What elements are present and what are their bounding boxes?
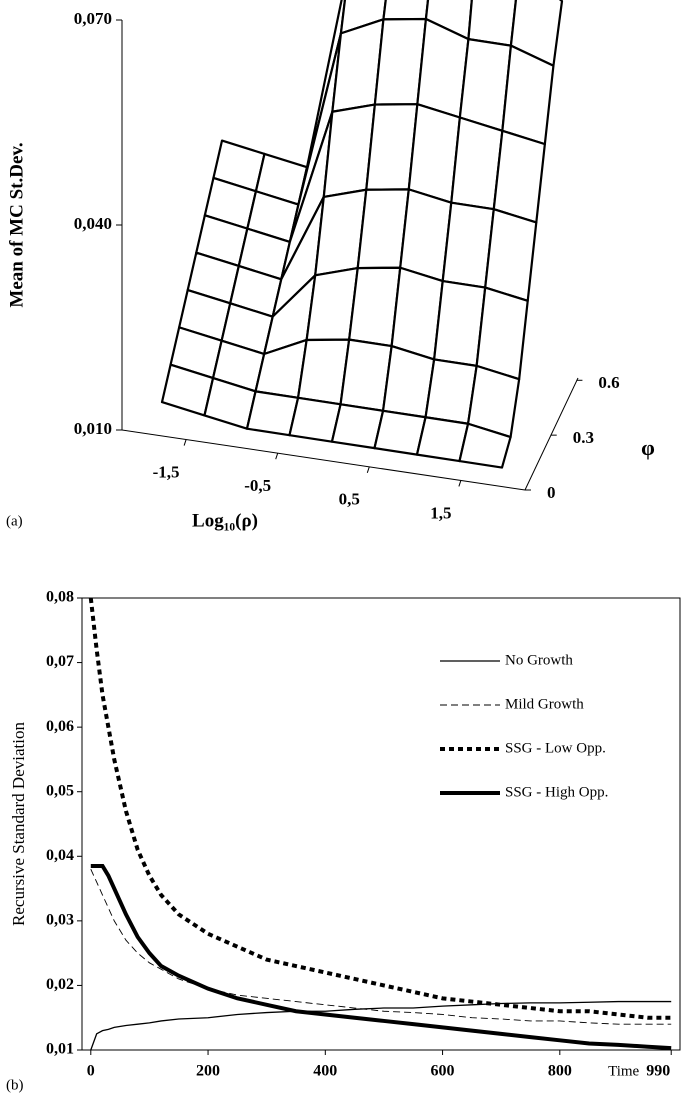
x-tick — [183, 439, 187, 446]
y-tick-label: 0,07 — [46, 653, 74, 670]
z-tick-label: 0,040 — [74, 214, 112, 233]
y-tick-label: 0 — [547, 483, 556, 502]
x-axis-label: Time — [608, 1063, 639, 1079]
legend-label: No Growth — [505, 652, 573, 668]
panel-label: (a) — [6, 513, 23, 529]
y-axis-label: Recursive Standard Deviation — [9, 722, 28, 926]
surface-cell — [458, 422, 512, 469]
y-axis — [524, 377, 579, 491]
z-tick-label: 0,010 — [74, 419, 112, 438]
legend-label: SSG - Low Opp. — [505, 740, 606, 756]
legend-label: SSG - High Opp. — [505, 784, 608, 800]
y-tick-label: 0,04 — [46, 847, 74, 864]
x-axis — [121, 429, 526, 491]
z-tick-label: 0,070 — [74, 9, 112, 28]
surface-cell — [475, 286, 529, 381]
plot-frame — [81, 597, 681, 1051]
line-series — [88, 597, 672, 1020]
surface-cell — [492, 129, 546, 224]
line-series — [90, 863, 672, 1051]
y-tick-label: 0,02 — [46, 976, 74, 993]
x-tick — [458, 480, 462, 487]
x-tick-label: 400 — [313, 1063, 337, 1080]
x-tick-label: 0,5 — [339, 490, 360, 509]
x-tick-label: 200 — [196, 1063, 220, 1080]
x-tick-label: 990 — [646, 1063, 670, 1080]
y-tick-label: 0,01 — [46, 1041, 74, 1058]
y-tick-label: 0.6 — [598, 373, 619, 392]
x-tick-label: -1,5 — [153, 462, 180, 481]
y-axis-label: φ — [641, 435, 655, 460]
x-tick-label: 800 — [548, 1063, 572, 1080]
x-tick — [366, 466, 370, 473]
x-tick-label: 1,5 — [430, 503, 451, 522]
x-tick-label: -0,5 — [244, 476, 271, 495]
legend-label: Mild Growth — [505, 696, 584, 712]
y-tick-label: 0,08 — [46, 589, 74, 606]
x-tick-label: 0 — [87, 1063, 95, 1080]
x-tick-label: 600 — [431, 1063, 455, 1080]
x-axis-label: Log₁₀(ρ) — [192, 510, 258, 531]
y-tick-label: 0,05 — [46, 782, 74, 799]
y-tick-label: 0.3 — [573, 428, 594, 447]
y-tick-label: 0,06 — [46, 718, 74, 735]
y-tick-label: 0,03 — [46, 912, 74, 929]
x-tick — [275, 453, 279, 460]
panel-label: (b) — [6, 1077, 24, 1093]
line-series — [90, 869, 672, 1025]
z-axis-label: Mean of MC St.Dev. — [6, 142, 27, 307]
surface-cell — [484, 208, 538, 302]
